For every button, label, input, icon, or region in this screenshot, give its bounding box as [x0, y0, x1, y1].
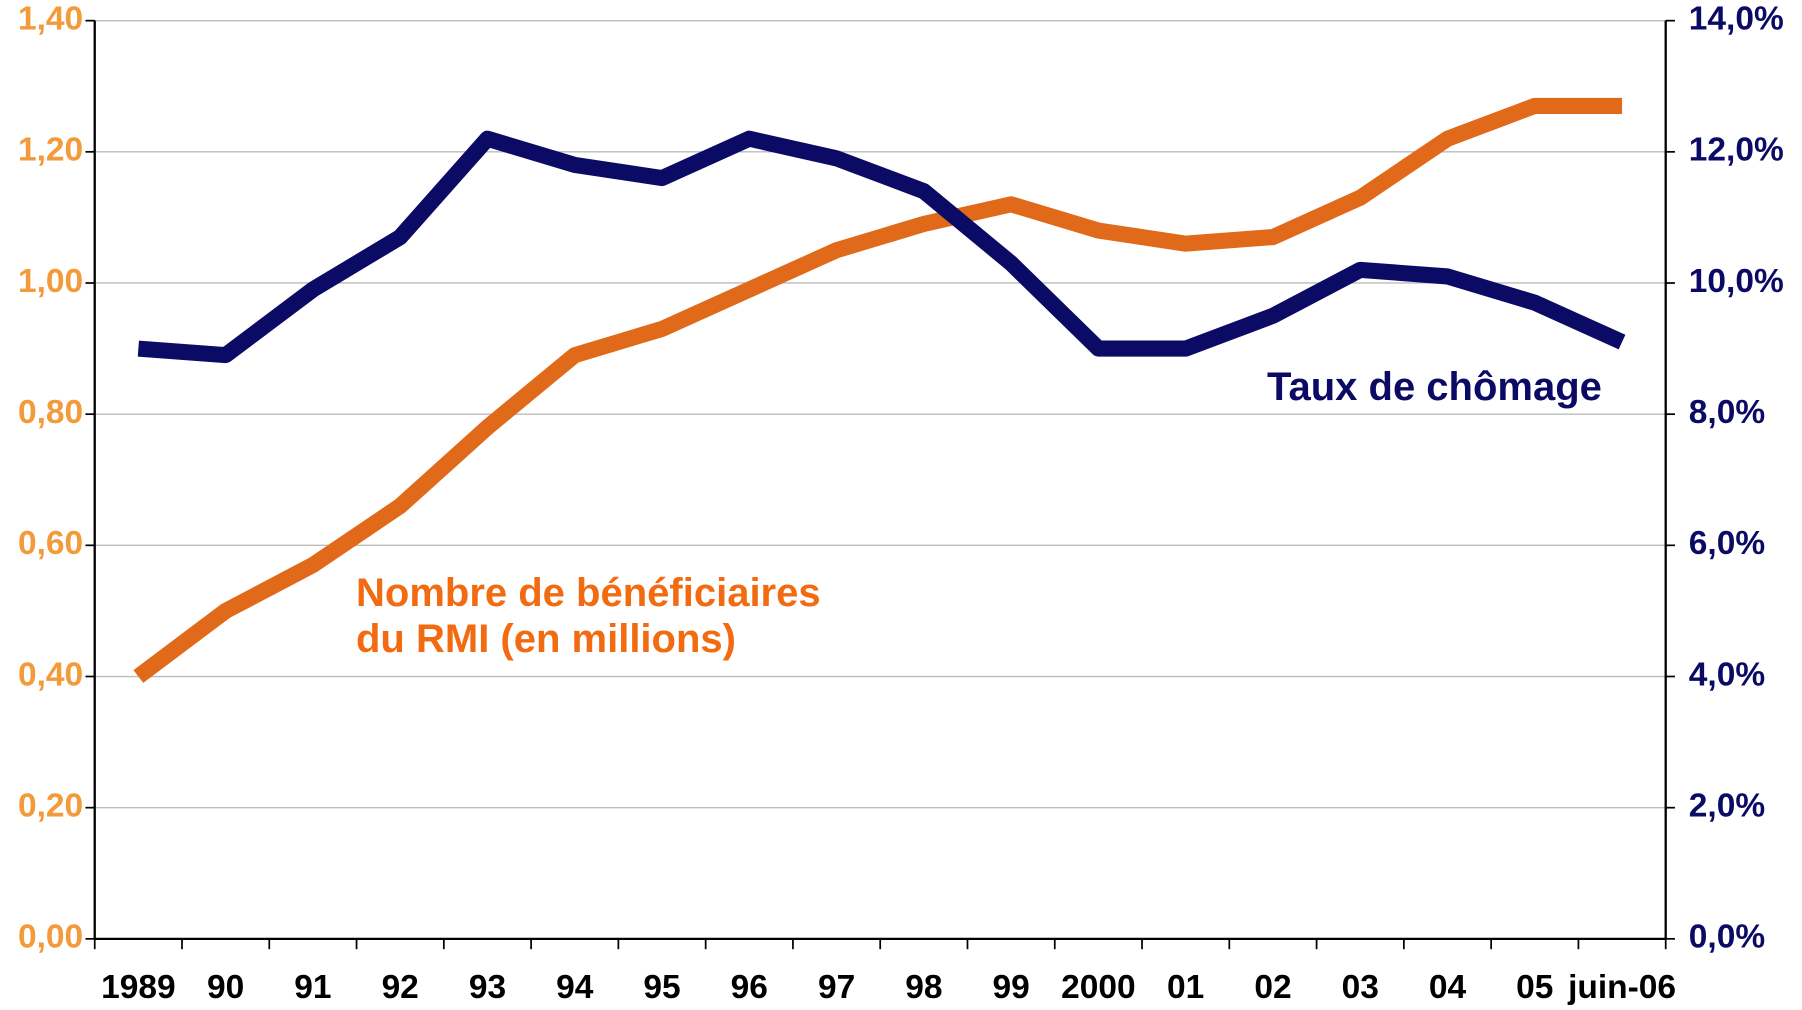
x-tick-label: 99 [993, 969, 1030, 1006]
y-tick-label: 1,00 [18, 263, 83, 300]
y2-tick-label: 12,0% [1689, 132, 1784, 169]
x-tick-label: 90 [207, 969, 244, 1006]
y2-tick-label: 4,0% [1689, 656, 1765, 693]
series-annotation: Nombre de bénéficiaires du RMI (en milli… [356, 571, 821, 661]
x-tick-label: 01 [1167, 969, 1204, 1006]
y-tick-label: 1,40 [18, 1, 83, 38]
x-tick-label: 05 [1516, 969, 1553, 1006]
x-tick-label: 98 [905, 969, 942, 1006]
x-tick-label: 92 [382, 969, 419, 1006]
y2-tick-label: 8,0% [1689, 394, 1765, 431]
x-tick-label: 96 [731, 969, 768, 1006]
y-tick-label: 1,20 [18, 132, 83, 169]
y-tick-label: 0,60 [18, 525, 83, 562]
x-tick-label: 2000 [1061, 969, 1135, 1006]
series-annotation: Taux de chômage [1267, 365, 1602, 409]
y-tick-label: 0,00 [18, 919, 83, 956]
x-tick-label: 91 [294, 969, 331, 1006]
y2-tick-label: 2,0% [1689, 788, 1765, 825]
x-tick-label: 97 [818, 969, 855, 1006]
x-tick-label: 1989 [101, 969, 175, 1006]
x-tick-label: 94 [556, 969, 594, 1006]
series-line [133, 97, 1623, 683]
y-tick-label: 0,80 [18, 394, 83, 431]
y2-tick-label: 14,0% [1689, 1, 1784, 38]
x-tick-label: 02 [1254, 969, 1291, 1006]
x-tick-label: 04 [1429, 969, 1467, 1006]
y-tick-label: 0,40 [18, 656, 83, 693]
x-tick-label: 03 [1342, 969, 1379, 1006]
y2-tick-label: 10,0% [1689, 263, 1784, 300]
y2-tick-label: 0,0% [1689, 919, 1765, 956]
series-line [137, 130, 1626, 364]
y2-tick-label: 6,0% [1689, 525, 1765, 562]
x-tick-label: juin-06 [1567, 969, 1676, 1006]
x-tick-label: 95 [643, 969, 680, 1006]
x-tick-label: 93 [469, 969, 506, 1006]
y-tick-label: 0,20 [18, 788, 83, 825]
